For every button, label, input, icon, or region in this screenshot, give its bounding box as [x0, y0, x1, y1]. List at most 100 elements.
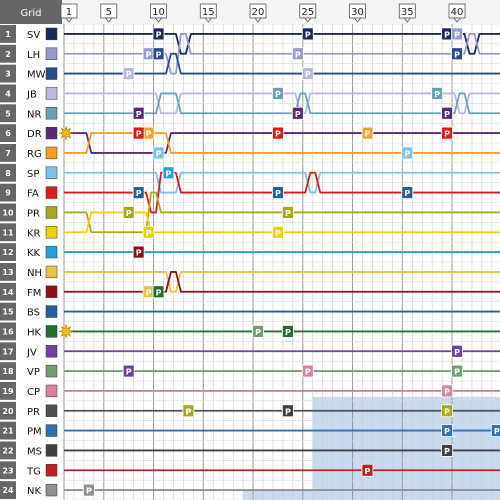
- lapped-region: [312, 396, 500, 500]
- driver-color-swatch: [45, 265, 58, 279]
- grid-position-label: 16: [2, 327, 14, 336]
- pit-stop-marker: [281, 404, 294, 418]
- driver-color-swatch: [45, 27, 58, 41]
- pit-stop-label: P: [126, 368, 132, 377]
- pit-stop-marker: [301, 27, 314, 41]
- grid-position-box: [0, 44, 16, 63]
- pit-stop-marker: [361, 126, 374, 140]
- pit-stop-marker: [451, 27, 463, 41]
- pit-stop-marker: [441, 106, 453, 120]
- pit-stop-label: P: [404, 149, 410, 158]
- grid-position-label: 18: [2, 367, 14, 376]
- pit-stop-label: P: [126, 209, 132, 218]
- lap-tick-label: 40: [451, 7, 464, 18]
- pit-stop-label: P: [444, 387, 450, 396]
- position-line-kr: [64, 211, 500, 234]
- pit-stop-label: P: [146, 50, 152, 59]
- driver-color-swatch: [45, 424, 58, 437]
- driver-color-swatch: [45, 186, 58, 199]
- driver-color-swatch: [45, 364, 58, 378]
- position-line-dr: [64, 132, 500, 154]
- driver-code-label: FA: [27, 189, 39, 200]
- pit-stop-marker: [252, 325, 264, 338]
- lap-tick-label: 20: [252, 7, 265, 18]
- pit-stop-label: P: [86, 487, 92, 496]
- driver-code-label: TG: [26, 466, 41, 477]
- driver-code-label: MW: [27, 70, 46, 81]
- lap-tick-pointer: [403, 17, 412, 23]
- grid-position-label: 13: [2, 268, 13, 277]
- driver-color-swatch: [45, 107, 58, 120]
- driver-color-swatch: [45, 285, 58, 298]
- pit-stop-marker: [132, 106, 145, 120]
- pit-stop-marker: [122, 364, 135, 378]
- pit-stop-label: P: [295, 50, 301, 59]
- driver-color-swatch: [45, 87, 58, 100]
- pit-stop-label: P: [305, 30, 311, 39]
- pit-stop-label: P: [444, 30, 450, 39]
- driver-color-swatch: [45, 345, 58, 358]
- grid-position-label: 20: [2, 407, 14, 416]
- pit-stop-marker: [301, 364, 314, 378]
- grid-position-label: 14: [2, 288, 14, 297]
- pit-stop-marker: [301, 67, 314, 80]
- pit-stop-label: P: [285, 328, 291, 337]
- pit-stop-label: P: [444, 407, 450, 416]
- grid-position-box: [0, 203, 16, 222]
- grid-position-box: [0, 25, 16, 43]
- driver-color-swatch: [45, 464, 58, 477]
- pit-stop-marker: [441, 126, 453, 140]
- header-layer: Grid 1 5 10 15 20 25 30 35 40: [0, 0, 500, 24]
- grid-position-label: 7: [5, 149, 11, 158]
- grid-position-box: [0, 104, 16, 123]
- pit-stop-label: P: [136, 249, 142, 258]
- grid-position-label: 15: [2, 308, 14, 317]
- driver-code-label: VP: [27, 367, 40, 378]
- pit-stop-marker: [291, 106, 304, 120]
- driver-color-swatch: [45, 47, 58, 60]
- position-line-sp: [64, 171, 500, 194]
- grid-position-box: [0, 382, 16, 400]
- grid-position-label: 5: [5, 109, 11, 118]
- grid-position-box: [0, 243, 16, 261]
- pit-stop-label: P: [434, 90, 440, 99]
- pit-stop-label: P: [285, 209, 291, 218]
- pit-stop-marker: [152, 285, 165, 299]
- pit-stop-label: P: [156, 50, 162, 59]
- lap-tick-label: 35: [401, 7, 414, 18]
- pit-stop-label: P: [365, 467, 371, 476]
- lap-tick-label: 15: [202, 7, 215, 18]
- pit-stop-marker: [281, 325, 294, 338]
- grid-position-box: [0, 421, 16, 440]
- pit-stop-marker: [272, 87, 284, 100]
- pit-stop-label: P: [255, 328, 261, 337]
- lap-tick-pointer: [65, 17, 73, 23]
- driver-code-label: JV: [26, 347, 37, 358]
- driver-code-label: NR: [27, 109, 41, 120]
- pit-stop-marker: [162, 166, 175, 180]
- lap-tick-pointer: [303, 17, 312, 23]
- pit-stop-label: P: [454, 368, 460, 377]
- pit-stop-marker: [132, 245, 145, 259]
- grid-position-box: [0, 481, 16, 499]
- pit-stop-marker: [142, 225, 155, 239]
- grid-position-label: 17: [2, 347, 13, 356]
- legend-background: [0, 24, 62, 500]
- pit-stop-label: P: [285, 407, 291, 416]
- driver-color-swatch: [45, 483, 58, 497]
- pit-stop-label: P: [295, 110, 301, 119]
- driver-code-label: MS: [27, 446, 42, 457]
- grid-position-box: [0, 302, 16, 321]
- pit-stop-label: P: [156, 30, 162, 39]
- driver-code-label: DR: [27, 129, 42, 140]
- lap-tick-label: 30: [351, 7, 364, 18]
- grid-header-box: [0, 0, 62, 24]
- grid-position-box: [0, 362, 16, 380]
- pit-stop-marker: [122, 67, 135, 80]
- pit-stop-marker: [272, 225, 284, 239]
- pit-stop-label: P: [156, 149, 162, 158]
- pit-stop-label: P: [275, 229, 281, 238]
- grid-position-box: [0, 183, 16, 202]
- grid-position-label: 2: [5, 50, 11, 59]
- lap-tick-label: 5: [106, 7, 112, 18]
